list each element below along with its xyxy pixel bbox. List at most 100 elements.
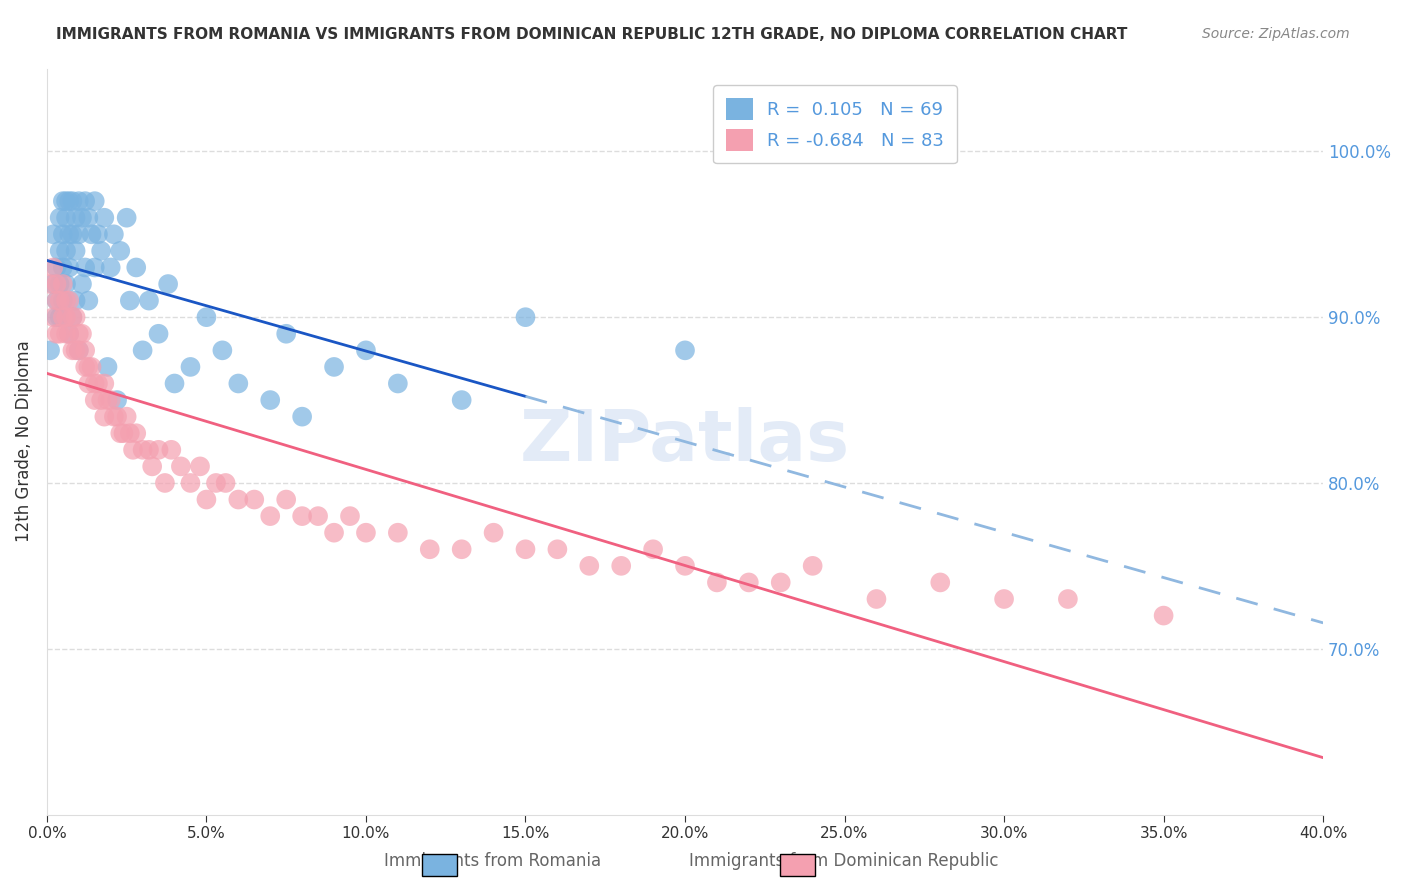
Point: [131, 442, 153, 457]
Point: [228, 376, 250, 391]
Point: [52, 227, 75, 242]
Point: [39, 277, 62, 291]
Point: [148, 442, 170, 457]
Point: [131, 343, 153, 358]
Point: [993, 592, 1015, 607]
Point: [105, 393, 128, 408]
Point: [90, 393, 112, 408]
Point: [93, 211, 115, 225]
Point: [195, 310, 218, 325]
Point: [141, 459, 163, 474]
Point: [75, 194, 97, 208]
Point: [42, 310, 65, 325]
Point: [39, 343, 62, 358]
Point: [515, 542, 537, 557]
Point: [45, 293, 67, 308]
Point: [100, 393, 122, 408]
Point: [75, 359, 97, 374]
Point: [179, 359, 201, 374]
Point: [673, 343, 696, 358]
Point: [103, 227, 125, 242]
Point: [105, 409, 128, 424]
Point: [354, 343, 377, 358]
Point: [157, 277, 180, 291]
Point: [65, 211, 87, 225]
Point: [643, 542, 665, 557]
Point: [58, 260, 80, 275]
Point: [110, 244, 132, 258]
Point: [75, 343, 97, 358]
Y-axis label: 12th Grade, No Diploma: 12th Grade, No Diploma: [15, 341, 32, 542]
Point: [62, 343, 84, 358]
Point: [70, 277, 93, 291]
Point: [450, 393, 472, 408]
Point: [45, 293, 67, 308]
Point: [769, 575, 792, 590]
Point: [52, 277, 75, 291]
Point: [205, 475, 228, 490]
Point: [291, 509, 314, 524]
Point: [67, 194, 90, 208]
Point: [77, 376, 100, 391]
Point: [65, 244, 87, 258]
Point: [62, 194, 84, 208]
Point: [55, 310, 77, 325]
Point: [259, 393, 281, 408]
Point: [58, 194, 80, 208]
Point: [62, 310, 84, 325]
Point: [138, 293, 160, 308]
Point: [673, 558, 696, 573]
Point: [52, 293, 75, 308]
Point: [77, 293, 100, 308]
Point: [1153, 608, 1175, 623]
Point: [45, 310, 67, 325]
Point: [42, 260, 65, 275]
Point: [67, 227, 90, 242]
Point: [87, 227, 110, 242]
Point: [163, 376, 186, 391]
Point: [387, 525, 409, 540]
Point: [55, 326, 77, 341]
Point: [122, 442, 145, 457]
Point: [103, 409, 125, 424]
Point: [100, 260, 122, 275]
Point: [125, 260, 148, 275]
Point: [160, 442, 183, 457]
Point: [482, 525, 505, 540]
Point: [515, 310, 537, 325]
Point: [578, 558, 600, 573]
Point: [58, 326, 80, 341]
Point: [80, 359, 103, 374]
Point: [214, 475, 236, 490]
Point: [706, 575, 728, 590]
Point: [48, 326, 70, 341]
Point: [93, 409, 115, 424]
Point: [55, 277, 77, 291]
Point: [42, 227, 65, 242]
Point: [188, 459, 211, 474]
Point: [70, 326, 93, 341]
Point: [58, 293, 80, 308]
Point: [70, 211, 93, 225]
Point: [118, 293, 141, 308]
Point: [55, 194, 77, 208]
Point: [45, 326, 67, 341]
Point: [153, 475, 176, 490]
Point: [87, 376, 110, 391]
Point: [115, 211, 138, 225]
Point: [67, 343, 90, 358]
Text: IMMIGRANTS FROM ROMANIA VS IMMIGRANTS FROM DOMINICAN REPUBLIC 12TH GRADE, NO DIP: IMMIGRANTS FROM ROMANIA VS IMMIGRANTS FR…: [56, 27, 1128, 42]
Point: [77, 211, 100, 225]
Point: [112, 426, 135, 441]
Point: [610, 558, 633, 573]
Point: [323, 525, 346, 540]
Point: [75, 260, 97, 275]
Point: [77, 359, 100, 374]
Point: [243, 492, 266, 507]
Point: [291, 409, 314, 424]
Point: [323, 359, 346, 374]
Point: [339, 509, 361, 524]
Point: [83, 194, 105, 208]
Point: [801, 558, 824, 573]
Point: [83, 260, 105, 275]
